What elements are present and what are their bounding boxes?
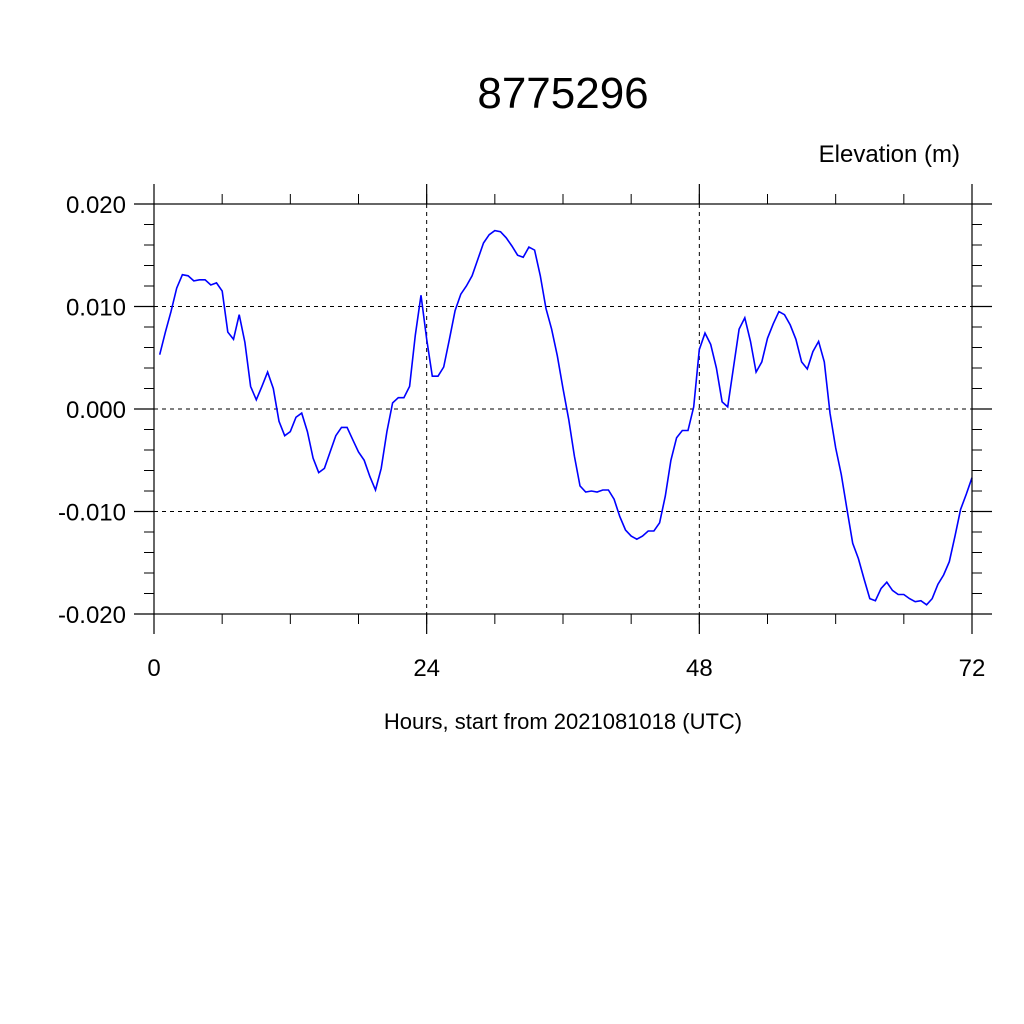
tick-labels: -0.020 -0.010 0.000 0.010 0.020 0 24 48 72 bbox=[58, 192, 985, 682]
chart-title: 8775296 bbox=[477, 69, 648, 118]
axis-ticks bbox=[134, 184, 992, 634]
x-tick-label: 72 bbox=[959, 655, 986, 682]
y-tick-label: 0.010 bbox=[66, 295, 126, 322]
x-tick-label: 24 bbox=[413, 655, 440, 682]
x-tick-label: 48 bbox=[686, 655, 713, 682]
plot-frame bbox=[153, 203, 973, 615]
x-tick-label: 0 bbox=[147, 655, 160, 682]
y-axis-label: Elevation (m) bbox=[819, 141, 960, 168]
series-line bbox=[158, 229, 973, 606]
y-tick-label: 0.000 bbox=[66, 397, 126, 424]
x-axis-label: Hours, start from 2021081018 (UTC) bbox=[384, 709, 742, 734]
y-tick-label: -0.020 bbox=[58, 602, 126, 629]
y-tick-label: -0.010 bbox=[58, 500, 126, 527]
y-tick-label: 0.020 bbox=[66, 192, 126, 219]
